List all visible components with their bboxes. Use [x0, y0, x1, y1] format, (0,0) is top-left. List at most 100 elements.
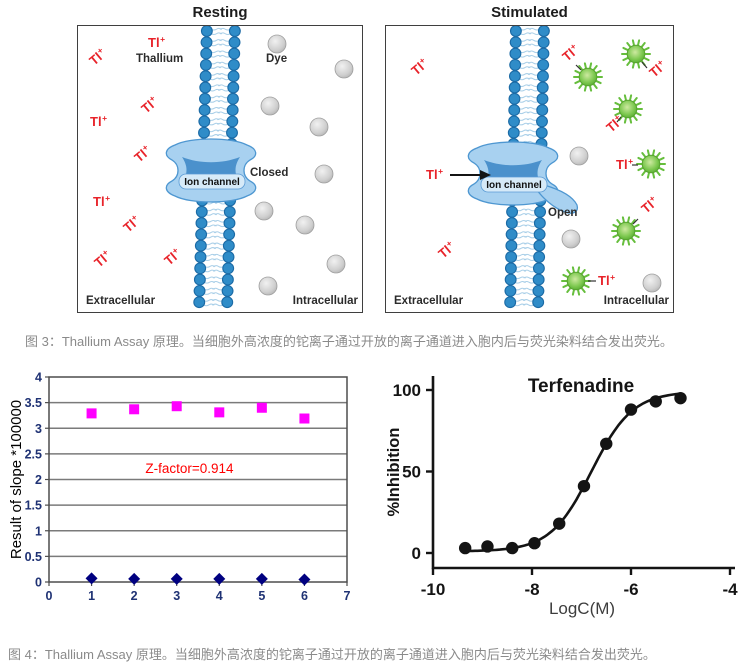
thallium-ion-label: Tl+: [120, 212, 143, 235]
thallium-ion-label: Tl+: [131, 142, 154, 165]
extracellular-label: Extracellular: [394, 295, 464, 307]
inactive-dye-sphere: [267, 34, 287, 54]
tl-entry-arrow: [450, 170, 491, 180]
inactive-dye-sphere: [309, 117, 329, 137]
svg-text:Tl+: Tl+: [638, 193, 661, 216]
intracellular-label: Intracellular: [293, 295, 359, 307]
resting-panel: Ion channel Closed Thallium Dye Extracel…: [77, 25, 363, 313]
thallium-ion-label: Tl+: [603, 112, 626, 135]
inactive-dye-sphere: [260, 96, 280, 116]
fluorescent-dye-molecule: [636, 149, 666, 179]
fluorescent-dye-molecule: [621, 39, 651, 69]
fluorescent-dye-molecule: [613, 94, 643, 124]
open-label: Open: [548, 207, 577, 219]
svg-text:-4: -4: [722, 580, 738, 599]
thallium-ion-label: Tl+: [598, 272, 615, 288]
svg-text:2: 2: [131, 589, 138, 603]
stimulated-panel: Ion channel Open Tl+ Tl+ Tl+ Tl+ Tl+ Tl+: [385, 25, 674, 313]
svg-text:7: 7: [344, 589, 351, 603]
svg-text:1.5: 1.5: [25, 499, 42, 513]
svg-text:4: 4: [216, 589, 223, 603]
svg-text:-8: -8: [524, 580, 539, 599]
fluorescent-dye-molecule: [561, 266, 591, 296]
svg-text:2.5: 2.5: [25, 447, 42, 461]
inactive-dye-sphere: [326, 254, 346, 274]
svg-text:1: 1: [35, 524, 42, 538]
thallium-ion-label: Tl+: [91, 247, 114, 270]
inactive-dye-sphere: [334, 59, 354, 79]
svg-text:3: 3: [35, 422, 42, 436]
closed-label: Closed: [250, 167, 288, 179]
svg-text:Tl+: Tl+: [131, 142, 154, 165]
svg-text:3: 3: [173, 589, 180, 603]
inactive-dye-sphere: [561, 229, 581, 249]
inactive-dye-sphere: [314, 164, 334, 184]
svg-text:Tl+: Tl+: [616, 156, 633, 172]
svg-text:3.5: 3.5: [25, 396, 42, 410]
caption-figure3: 图 3：Thallium Assay 原理。当细胞外高浓度的铊离子通过开放的离子…: [25, 334, 673, 349]
fluorescent-dye-molecule: [573, 62, 603, 92]
zfactor-scatter-chart: 0 0.5 1 1.5 2 2.5 3 3.5 4 0 1 2 3 4 5 6 7 Result of slope…: [8, 371, 351, 604]
ion-channel-label: Ion channel: [486, 180, 542, 191]
intracellular-label: Intracellular: [604, 295, 670, 307]
svg-text:-6: -6: [623, 580, 638, 599]
caption-figure4: 图 4：Thallium Assay 原理。当细胞外高浓度的铊离子通过开放的离子…: [8, 647, 656, 662]
channel-gate-flap: [536, 184, 579, 214]
thallium-ion-label: Tl+: [148, 34, 165, 50]
thallium-ion-label: Tl+: [90, 113, 107, 129]
svg-text:Result of slope *100000: Result of slope *100000: [8, 400, 25, 559]
svg-text:Tl+: Tl+: [426, 166, 443, 182]
svg-text:Tl+: Tl+: [90, 113, 107, 129]
svg-text:Tl+: Tl+: [559, 41, 582, 64]
thallium-ion-label: Tl+: [616, 156, 633, 172]
thallium-ion-label: Tl+: [646, 57, 669, 80]
membrane-diagram-resting: Ion channel Closed Thallium Dye Extracel…: [86, 26, 359, 309]
inactive-dye-sphere: [569, 146, 589, 166]
membrane-diagram-stimulated: Ion channel Open Tl+ Tl+ Tl+ Tl+ Tl+ Tl+: [394, 26, 670, 309]
svg-text:0: 0: [412, 544, 421, 563]
svg-text:1: 1: [88, 589, 95, 603]
svg-text:LogC(M): LogC(M): [549, 599, 615, 618]
svg-text:Tl+: Tl+: [93, 193, 110, 209]
svg-text:Tl+: Tl+: [148, 34, 165, 50]
svg-text:6: 6: [301, 589, 308, 603]
svg-text:Tl+: Tl+: [161, 245, 184, 268]
svg-text:-10: -10: [421, 580, 446, 599]
thallium-ion-label: Tl+: [161, 245, 184, 268]
svg-text:Tl+: Tl+: [646, 57, 669, 80]
inactive-dye-sphere: [642, 273, 662, 293]
svg-text:Z-factor=0.914: Z-factor=0.914: [145, 461, 234, 476]
thallium-ion-label: Tl+: [435, 238, 458, 261]
svg-text:Tl+: Tl+: [138, 93, 161, 116]
thallium-ion-label: Tl+: [93, 193, 110, 209]
ion-channel-label: Ion channel: [184, 177, 240, 188]
svg-text:Tl+: Tl+: [86, 45, 109, 68]
dye-label: Dye: [266, 53, 287, 65]
svg-text:Tl+: Tl+: [120, 212, 143, 235]
svg-text:Tl+: Tl+: [603, 112, 626, 135]
thallium-ion-label: Tl+: [559, 41, 582, 64]
svg-text:0.5: 0.5: [25, 550, 42, 564]
extracellular-label: Extracellular: [86, 295, 156, 307]
svg-text:Tl+: Tl+: [435, 238, 458, 261]
thallium-ion-label: Tl+: [638, 193, 661, 216]
svg-text:Terfenadine: Terfenadine: [528, 376, 634, 397]
svg-text:0: 0: [46, 589, 53, 603]
thallium-ion-label: Tl+: [408, 55, 431, 78]
svg-text:Tl+: Tl+: [598, 272, 615, 288]
ion-channel-closed: Ion channel: [165, 138, 257, 203]
fluorescent-dye-molecule: [611, 216, 641, 246]
thallium-label: Thallium: [136, 53, 183, 65]
svg-text:Tl+: Tl+: [91, 247, 114, 270]
svg-text:5: 5: [258, 589, 265, 603]
inactive-dye-sphere: [295, 215, 315, 235]
thallium-ion-label: Tl+: [86, 45, 109, 68]
svg-text:Tl+: Tl+: [408, 55, 431, 78]
svg-text:100: 100: [393, 381, 421, 400]
svg-text:0: 0: [35, 576, 42, 590]
dose-response-chart: 0 50 100 -10 -8 -6 -4 Terfenadine %Inhibition Log…: [385, 376, 738, 618]
ion-channel-open: Ion channel: [467, 141, 579, 214]
inactive-dye-sphere: [258, 276, 278, 296]
svg-text:50: 50: [402, 463, 421, 482]
